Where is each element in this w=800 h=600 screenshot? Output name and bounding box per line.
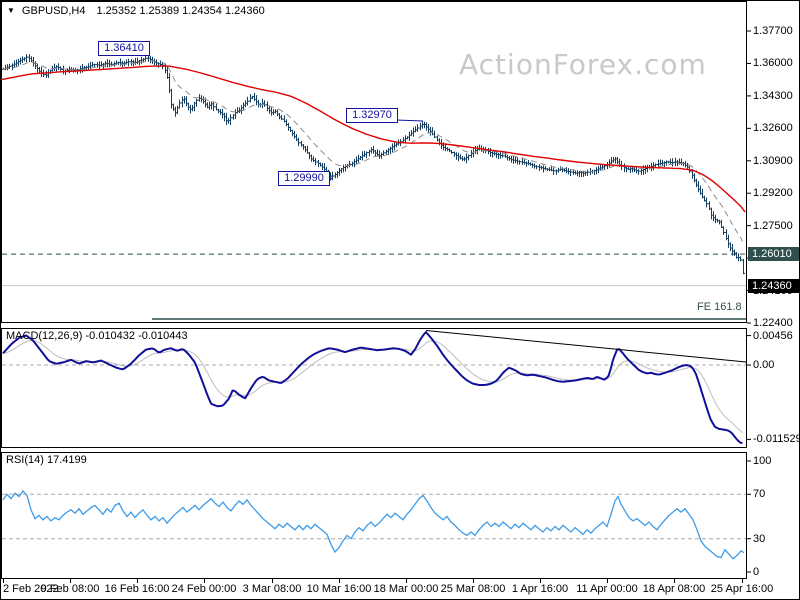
price-axis-label: 1.22400: [753, 317, 793, 329]
price-axis-label: 1.32600: [753, 122, 793, 135]
ohlc-quotes: 1.25352 1.25389 1.24354 1.24360: [96, 5, 265, 17]
price-axis-label: 1.36000: [753, 57, 793, 70]
macd-axis-label: 0.00: [753, 359, 775, 371]
symbol-timeframe: GBPUSD,H4: [21, 5, 86, 17]
macd-axis-label: -0.011529: [753, 433, 800, 446]
macd-indicator-values: -0.010432 -0.010443: [85, 330, 188, 342]
time-axis-label: 18 Apr 08:00: [642, 583, 706, 595]
price-annotation-high: 1.36410: [98, 41, 150, 56]
macd-axis-label: 0.00456: [753, 329, 793, 342]
time-axis-label: 9 Feb 08:00: [40, 583, 100, 595]
time-axis-label: 25 Mar 08:00: [440, 583, 506, 595]
rsi-axis-label: 100: [753, 455, 772, 467]
fibonacci-extension-label: FE 161.8: [697, 300, 742, 313]
watermark: ActionForex.com: [459, 48, 707, 81]
level-price-tag: 1.26010: [748, 247, 799, 262]
time-axis-label: 24 Feb 00:00: [171, 583, 237, 595]
title-bar: ▼ GBPUSD,H4 1.25352 1.25389 1.24354 1.2436…: [7, 5, 265, 17]
time-axis-label: 1 Apr 16:00: [511, 583, 569, 595]
rsi-axis-label: 70: [753, 488, 766, 501]
time-axis-label: 10 Mar 16:00: [306, 583, 372, 595]
macd-indicator-label: MACD(12,26,9) -0.010432 -0.010443: [6, 330, 188, 342]
rsi-indicator-value: 17.4199: [46, 454, 87, 466]
macd-indicator-name: MACD(12,26,9): [6, 330, 83, 342]
rsi-indicator-name: RSI(14): [6, 454, 44, 466]
symbol-dropdown-icon[interactable]: ▼: [7, 6, 15, 15]
price-annotation-low: 1.29990: [278, 171, 330, 186]
time-axis-label: 18 Mar 00:00: [373, 583, 439, 595]
price-axis-label: 1.37700: [753, 25, 793, 37]
time-axis-label: 11 Apr 00:00: [576, 583, 638, 595]
price-annotation-resistance: 1.32970: [346, 108, 398, 123]
rsi-indicator-label: RSI(14) 17.4199: [6, 454, 87, 466]
time-axis-label: 3 Mar 08:00: [242, 583, 302, 595]
price-axis-label: 1.29200: [753, 187, 793, 200]
rsi-axis-label: 0: [753, 566, 760, 578]
price-axis-label: 1.30900: [753, 154, 793, 167]
current-price-tag: 1.24360: [748, 278, 799, 293]
price-axis-label: 1.27500: [753, 219, 793, 232]
time-axis-label: 2 Feb 2022: [3, 583, 59, 595]
rsi-axis-label: 30: [753, 532, 766, 545]
time-axis-label: 25 Apr 16:00: [710, 583, 774, 595]
price-axis-label: 1.34300: [753, 89, 793, 102]
time-axis-label: 16 Feb 16:00: [104, 583, 170, 595]
